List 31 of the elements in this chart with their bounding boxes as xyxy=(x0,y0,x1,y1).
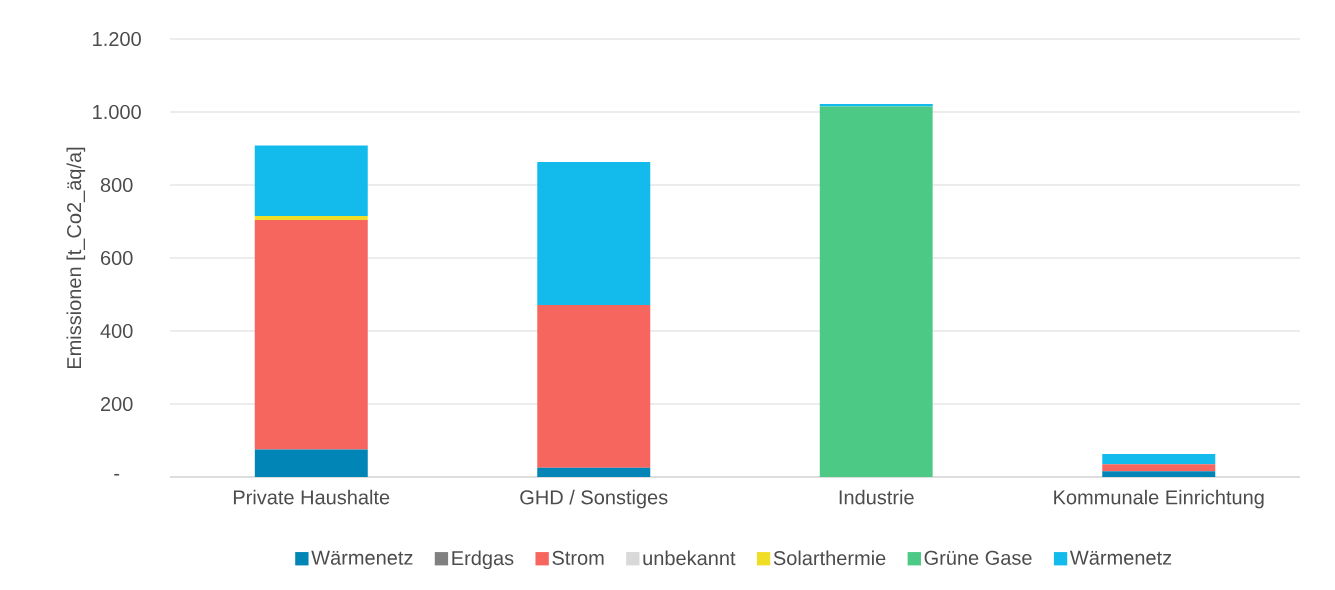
bar xyxy=(537,305,651,468)
legend-label: Erdgas xyxy=(452,550,514,570)
x-tick-label: Kommunale Einrichtung xyxy=(1054,489,1264,509)
bar xyxy=(1102,471,1216,477)
y-axis-title: Emissionen [t_Co2_äq/a] xyxy=(66,147,86,369)
y-tick-label: 200 xyxy=(100,396,133,412)
legend-label: Solarthermie xyxy=(773,550,886,566)
x-tick-label: GHD / Sonstiges xyxy=(520,489,668,509)
bar xyxy=(254,220,368,450)
bar xyxy=(537,467,651,477)
legend-label: unbekannt xyxy=(643,550,736,566)
y-tick-label: - xyxy=(114,473,120,476)
bar xyxy=(537,162,651,306)
y-tick-label: 1.200 xyxy=(93,31,141,47)
y-tick-label: 600 xyxy=(101,250,133,266)
legend-label: Grüne Gase xyxy=(924,550,1032,565)
y-tick-label: 400 xyxy=(100,323,133,339)
bar xyxy=(254,449,368,477)
bar xyxy=(1102,464,1216,472)
legend-label: Wärmenetz xyxy=(1069,550,1172,565)
bar xyxy=(819,106,933,477)
legend-label: Strom xyxy=(552,550,604,565)
x-tick-label: Industrie xyxy=(839,489,914,505)
bar xyxy=(254,216,368,221)
bar xyxy=(254,145,368,217)
x-tick-label: Private Haushalte xyxy=(233,489,390,505)
y-tick-label: 1.000 xyxy=(93,104,141,120)
legend-label: Wärmenetz xyxy=(311,550,413,565)
bar xyxy=(1102,454,1216,465)
y-tick-label: 800 xyxy=(100,177,133,193)
bar xyxy=(819,103,933,107)
